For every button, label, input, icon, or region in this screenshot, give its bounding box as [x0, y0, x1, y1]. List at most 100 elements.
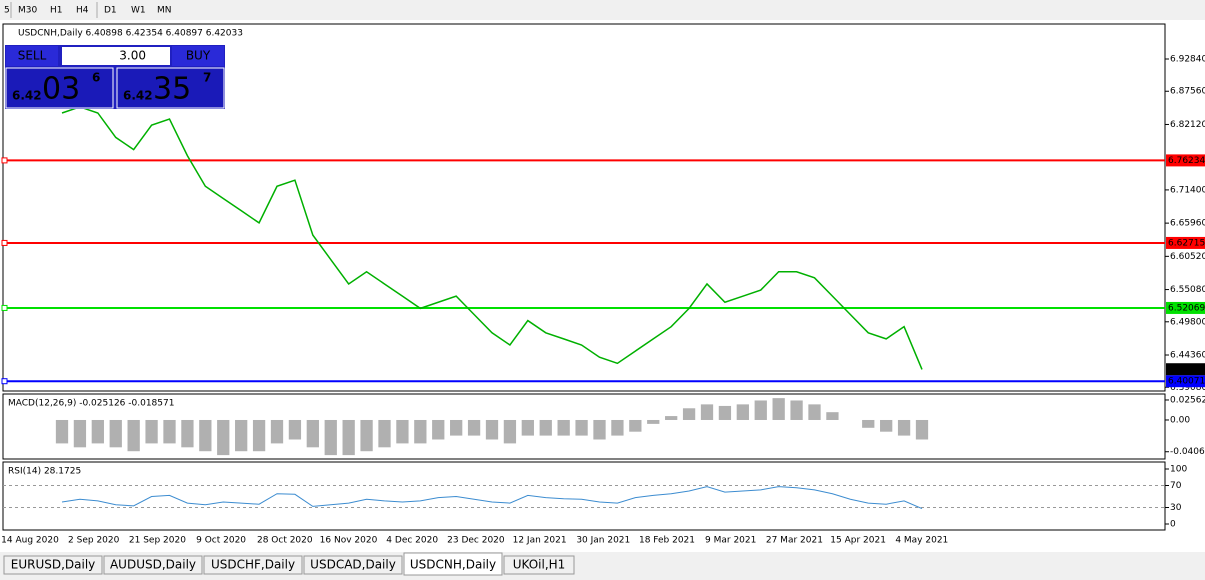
macd-bar: [217, 419, 230, 456]
lots-input[interactable]: [62, 47, 170, 65]
price-box[interactable]: [5, 67, 114, 109]
timeframe-button[interactable]: MN: [157, 6, 172, 16]
macd-bar: [450, 419, 463, 436]
timeframe-button[interactable]: 5: [4, 6, 10, 16]
macd-bar: [521, 419, 534, 436]
buy-button[interactable]: [172, 46, 224, 66]
y-tick-label: 6.92840: [1170, 55, 1205, 65]
macd-bar: [718, 405, 732, 420]
price-box[interactable]: [116, 67, 225, 109]
x-tick-label: 28 Oct 2020: [257, 536, 313, 546]
price-big: 6.42: [123, 89, 153, 103]
y-tick-label: 6.44360: [1170, 351, 1205, 361]
macd-bar: [342, 419, 355, 456]
x-tick-label: 27 Mar 2021: [766, 536, 823, 546]
y-tick-label: 70: [1170, 481, 1182, 491]
rsi-label: RSI(14) 28.1725: [8, 467, 81, 477]
timeframe-button[interactable]: M30: [18, 6, 37, 16]
timeframe-button[interactable]: H1: [50, 6, 63, 16]
level-tag: [1166, 236, 1205, 249]
sell-button[interactable]: [6, 46, 58, 66]
macd-bar: [163, 419, 176, 444]
sell-label[interactable]: SELL: [18, 49, 47, 63]
macd-bar: [467, 419, 481, 436]
x-tick-label: 23 Dec 2020: [447, 536, 505, 546]
macd-bar: [665, 416, 678, 420]
level-marker: [1, 157, 8, 164]
level-tag: [1166, 375, 1205, 388]
x-tick-label: 21 Sep 2020: [129, 536, 186, 546]
level-tag: [1166, 154, 1205, 167]
tab[interactable]: [403, 552, 503, 576]
macd-bar: [790, 400, 803, 420]
y-tick-label: 0.02562: [1170, 395, 1205, 405]
y-tick-label: 6.87560: [1170, 87, 1205, 97]
tab[interactable]: [103, 555, 203, 575]
tab-label[interactable]: USDCAD,Daily: [310, 558, 396, 572]
macd-bar: [485, 419, 499, 440]
y-tick-label: 6.82120: [1170, 120, 1205, 130]
macd-bar: [145, 419, 158, 444]
macd-bar: [897, 419, 911, 436]
tab-label[interactable]: EURUSD,Daily: [11, 558, 96, 572]
macd-bar: [736, 404, 749, 420]
tab[interactable]: [303, 555, 403, 575]
price-line: [61, 106, 923, 370]
macd-bar: [378, 419, 391, 448]
macd-bar: [826, 412, 839, 420]
macd-bar: [91, 419, 104, 444]
x-tick-label: 16 Nov 2020: [320, 536, 378, 546]
x-tick-label: 4 May 2021: [895, 536, 948, 546]
y-tick-label: 6.55080: [1170, 285, 1205, 295]
price-frac: 7: [203, 71, 211, 85]
tab-label[interactable]: USDCNH,Daily: [410, 558, 496, 572]
y-tick-label: 6.60520: [1170, 252, 1205, 262]
macd-bar: [772, 398, 785, 420]
macd-bar: [593, 419, 606, 440]
macd-bar: [324, 419, 337, 456]
macd-bar: [235, 419, 248, 452]
x-tick-label: 12 Jan 2021: [513, 536, 567, 546]
macd-bar: [109, 419, 122, 448]
level-label: 6.40071: [1168, 377, 1205, 387]
timeframe-button[interactable]: W1: [131, 6, 146, 16]
price-pips: 35: [153, 72, 191, 107]
y-tick-label: 100: [1170, 464, 1187, 474]
level-marker: [1, 239, 8, 246]
macd-bar: [306, 419, 319, 448]
level-marker: [1, 304, 8, 311]
level-label: 6.76234: [1168, 156, 1205, 166]
tab[interactable]: [203, 555, 303, 575]
macd-bar: [557, 419, 570, 436]
x-tick-label: 9 Oct 2020: [196, 536, 246, 546]
tab-label[interactable]: AUDUSD,Daily: [110, 558, 196, 572]
macd-bar: [503, 419, 517, 444]
y-tick-label: 6.39080: [1170, 383, 1205, 393]
macd-bar: [539, 419, 552, 436]
toolbar: [0, 0, 1205, 20]
macd-bar: [880, 419, 893, 432]
macd-bar: [432, 419, 445, 440]
tab-label[interactable]: UKOil,H1: [513, 558, 566, 572]
macd-bar: [127, 419, 140, 452]
tab[interactable]: [503, 555, 575, 575]
y-tick-label: -0.04068: [1170, 447, 1205, 457]
y-tick-label: 0: [1170, 520, 1176, 530]
macd-bar: [73, 419, 87, 448]
macd-label: MACD(12,26,9) -0.025126 -0.018571: [8, 399, 174, 409]
y-tick-label: 6.65960: [1170, 219, 1205, 229]
symbol-info: USDCNH,Daily 6.40898 6.42354 6.40897 6.4…: [18, 29, 243, 39]
macd-bar: [682, 408, 696, 420]
macd-bar: [396, 419, 409, 444]
macd-bar: [862, 419, 875, 428]
lots-value[interactable]: 3.00: [119, 49, 146, 63]
timeframe-button[interactable]: H4: [76, 6, 89, 16]
tab-label[interactable]: USDCHF,Daily: [211, 558, 295, 572]
timeframe-button[interactable]: D1: [104, 6, 117, 16]
tab[interactable]: [3, 555, 103, 575]
price-frac: 6: [92, 71, 100, 85]
macd-bar: [575, 419, 588, 436]
buy-label[interactable]: BUY: [186, 49, 211, 63]
